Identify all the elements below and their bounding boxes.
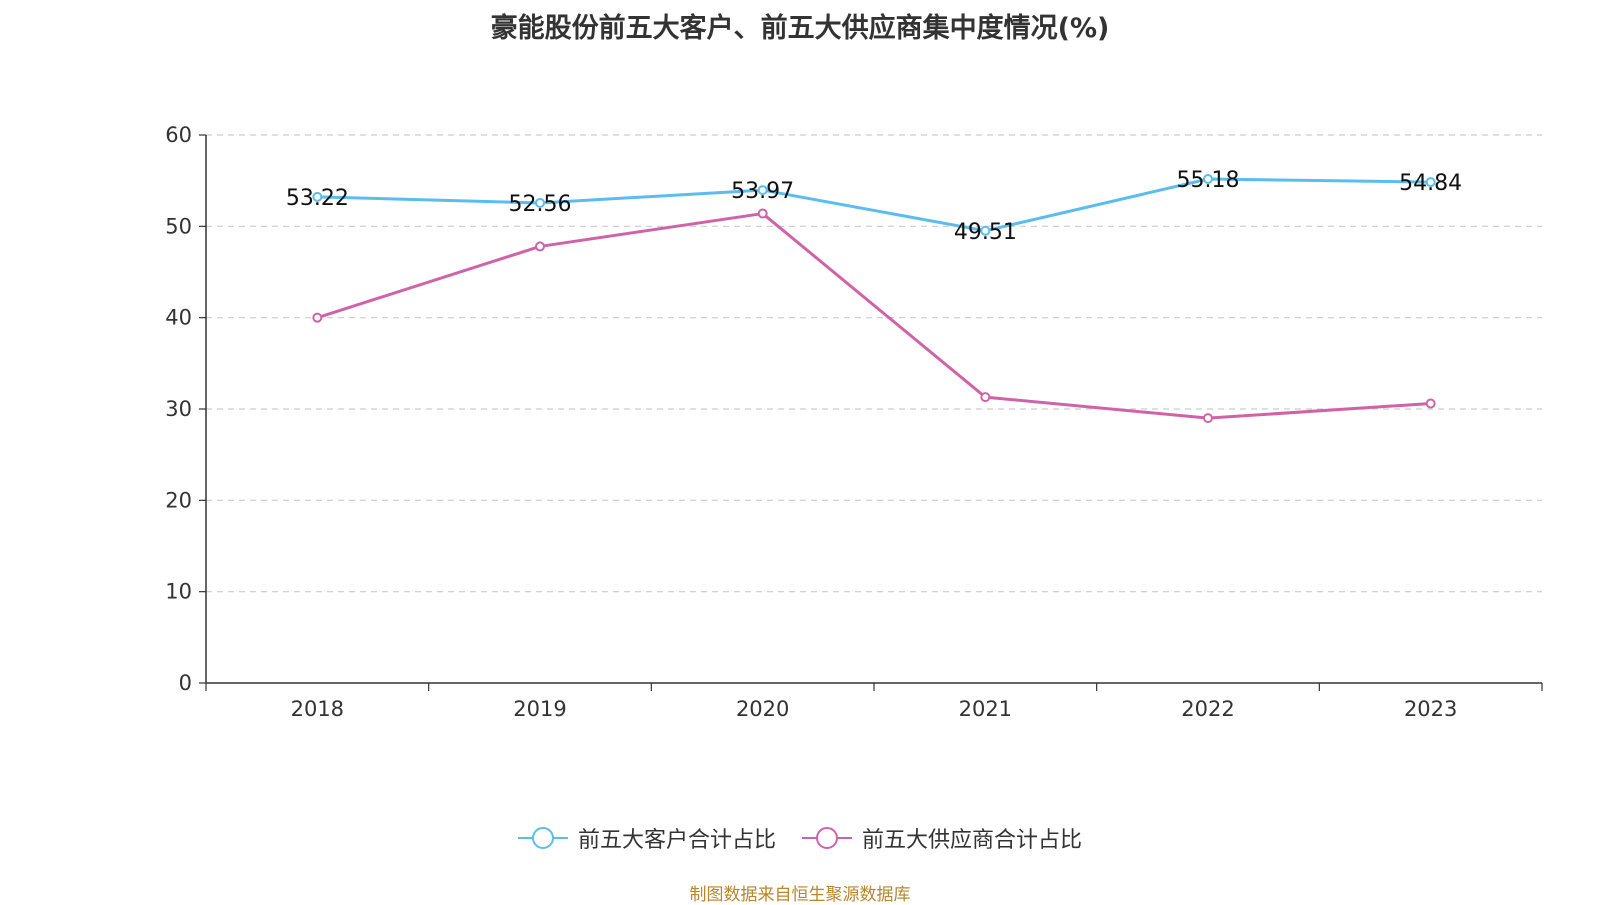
data-point-0-2019 <box>535 197 545 208</box>
x-tick-label-2019: 2019 <box>513 697 566 721</box>
data-point-0-2021 <box>980 225 991 236</box>
chart-title: 豪能股份前五大客户、前五大供应商集中度情况(%) <box>490 13 1110 44</box>
data-point-1-2019 <box>535 241 545 252</box>
data-point-1-2020 <box>757 208 768 219</box>
data-point-0-2018 <box>312 191 323 202</box>
y-tick-label-0: 0 <box>179 671 192 695</box>
legend-marker-suppliers <box>802 827 852 849</box>
data-label-0-2023: 54.84 <box>1399 171 1462 196</box>
data-point-0-2023 <box>1425 177 1436 188</box>
x-tick-label-2020: 2020 <box>736 697 789 721</box>
x-tick-label-2018: 2018 <box>291 697 344 721</box>
series-line-1 <box>316 212 1431 420</box>
y-tick-label-40: 40 <box>165 306 192 330</box>
y-tick-label-50: 50 <box>165 214 192 238</box>
data-label-0-2019: 52.56 <box>509 192 572 217</box>
data-source-note: 制图数据来自恒生聚源数据库 <box>689 885 911 905</box>
y-tick-label-60: 60 <box>165 123 192 147</box>
data-label-0-2018: 53.22 <box>286 186 349 211</box>
x-tick-label-2022: 2022 <box>1181 697 1234 721</box>
legend-item-suppliers[interactable]: 前五大供应商合计占比 <box>802 822 1082 854</box>
data-label-0-2022: 55.18 <box>1177 168 1240 193</box>
data-point-1-2018 <box>312 312 323 323</box>
data-point-1-2021 <box>980 392 991 403</box>
legend: 前五大客户合计占比 前五大供应商合计占比 <box>0 822 1600 854</box>
legend-label-suppliers: 前五大供应商合计占比 <box>862 828 1083 853</box>
y-tick-label-30: 30 <box>165 397 192 421</box>
data-point-1-2023 <box>1425 398 1436 409</box>
x-tick-label-2021: 2021 <box>959 697 1012 721</box>
data-label-0-2021: 49.51 <box>954 220 1017 245</box>
data-point-1-2022 <box>1203 413 1213 424</box>
data-point-0-2022 <box>1203 174 1213 185</box>
y-tick-label-10: 10 <box>165 580 192 604</box>
legend-item-customers[interactable]: 前五大客户合计占比 <box>517 822 776 854</box>
x-tick-label-2023: 2023 <box>1404 697 1457 721</box>
data-label-0-2020: 53.97 <box>731 179 794 204</box>
legend-marker-customers <box>517 827 568 849</box>
series-line-0 <box>317 177 1431 233</box>
legend-label-customers: 前五大客户合计占比 <box>577 828 776 853</box>
y-tick-label-20: 20 <box>165 488 192 512</box>
data-point-0-2020 <box>757 185 768 196</box>
